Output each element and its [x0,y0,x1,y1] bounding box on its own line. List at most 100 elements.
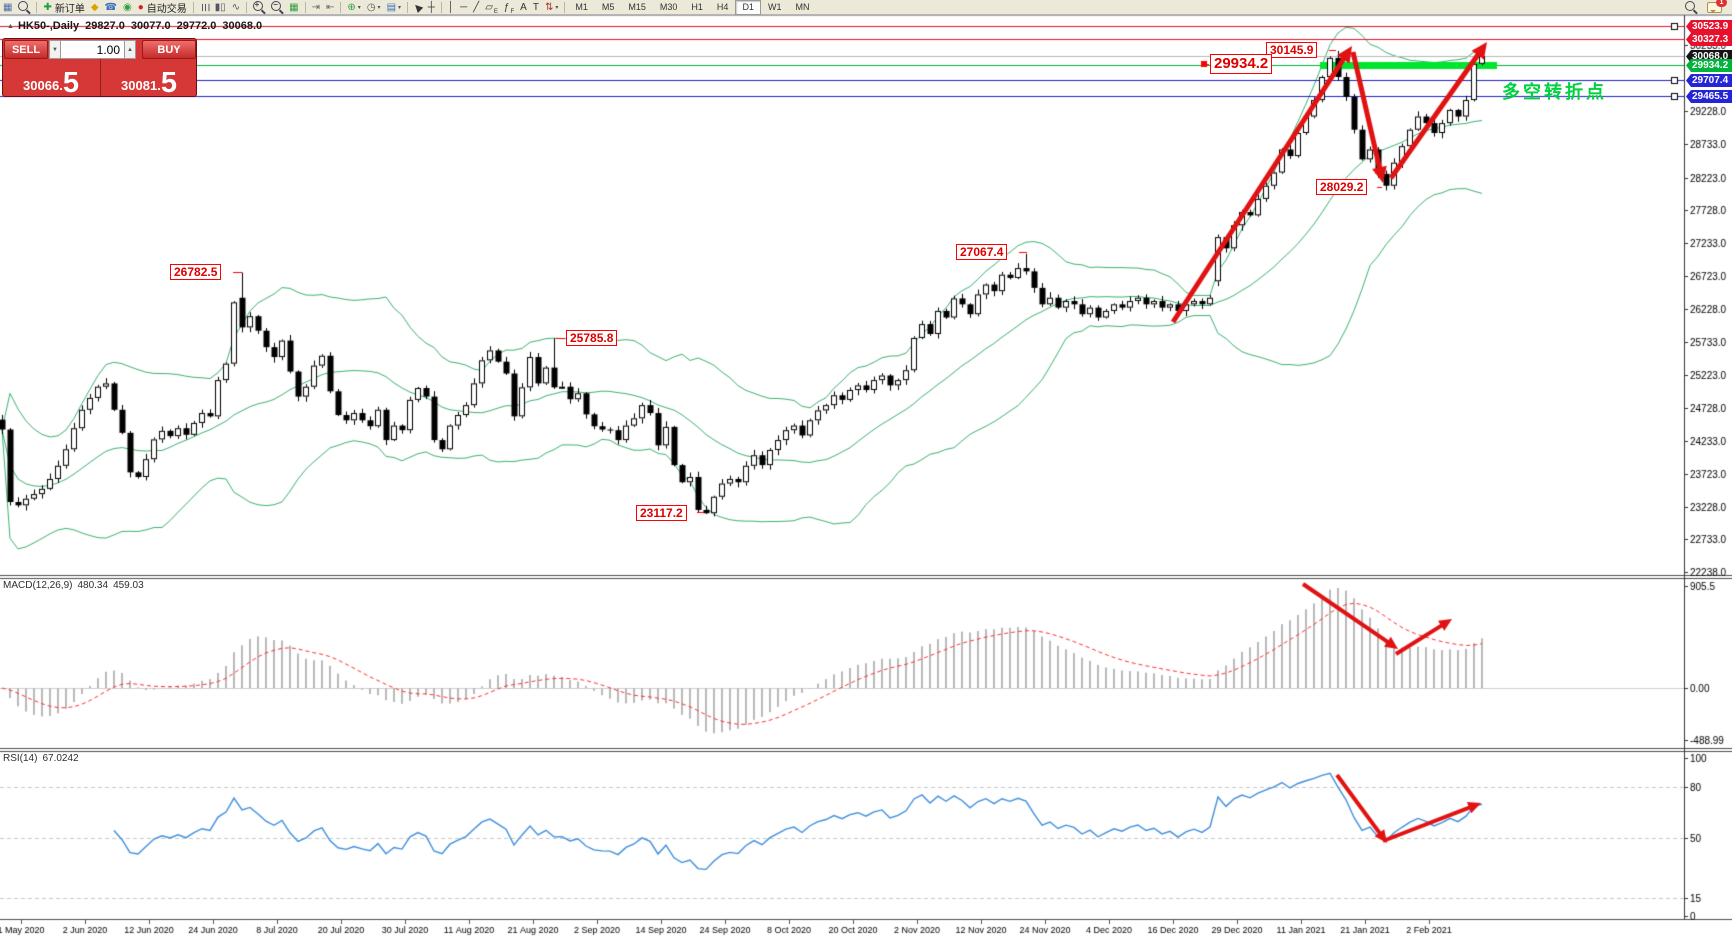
arrows-tool-icon: ⇅ [544,1,554,13]
new-chart-icon[interactable]: ▦ [0,0,15,15]
templates-icon[interactable]: ▤ ▾ [384,0,404,15]
one-click-trading-panel[interactable]: SELL ▼ ▲ BUY 30066.5 30081.5 [2,38,197,98]
terminal-icon[interactable]: ☎ [102,0,120,15]
chart-shift-icon: ⇤ [326,1,335,13]
chevron-down-icon: ▾ [377,4,381,11]
macd-signal-value: 459.03 [113,580,144,591]
arrows-tool-icon[interactable]: ⇅ ▾ [542,0,561,15]
timeframe-m15[interactable]: M15 [628,1,646,12]
channel-icon: ▱ [485,1,493,13]
buy-price: 30081. 5 [100,59,197,98]
timeframe-w1[interactable]: W1 [767,1,782,12]
candlestick-type-icon[interactable]: ▮▯ [212,0,229,15]
axis-price-badge: 29934.2 [1686,59,1732,72]
rsi-pane-label: RSI(14) 67.0242 [3,753,84,764]
crosshair-icon: ┼ [427,1,435,13]
axis-price-badge: 30327.3 [1686,33,1732,46]
line-chart-type-icon[interactable]: ∿ [229,0,243,15]
price-flag[interactable]: 25785.8 [566,330,618,346]
rsi-title: RSI(14) [3,753,38,764]
chart-title: ▲ HK50-,Daily 29827.0 30077.0 29772.0 30068.0 [7,20,268,32]
tile-windows-icon[interactable]: ▦ [286,0,301,15]
macd-title: MACD(12,26,9) [3,580,73,591]
zoom-out-icon [271,0,282,11]
volume-input[interactable] [61,40,124,59]
timeframe-h1[interactable]: H1 [691,1,703,12]
tile-windows-icon: ▦ [289,1,299,13]
price-flag[interactable]: 29934.2 [1210,54,1273,74]
macd-value: 480.34 [77,580,109,591]
rsi-value: 67.0242 [42,753,79,764]
toolbar-separator [36,1,38,13]
toolbar-separator [304,1,306,13]
turning-point-annotation[interactable]: 多空转折点 [1502,82,1607,102]
axis-price-badge: 29707.4 [1686,74,1732,87]
timeframe-h4[interactable]: H4 [716,1,729,12]
cursor-icon[interactable]: ▶ [411,0,425,15]
ohlc-open: 29827.0 [85,20,125,32]
volume-increase-button[interactable]: ▲ [124,40,136,59]
symbol-period-label: HK50-,Daily [17,20,80,32]
indicators-icon[interactable]: ⊕ ▾ [344,0,363,15]
trendline-icon[interactable]: ╱ [470,0,482,15]
auto-trading-button-label: 自动交易 [146,3,187,15]
auto-trading-button[interactable]: ● 自动交易 [135,0,190,15]
buy-button[interactable]: BUY [142,40,196,59]
bar-chart-type-icon[interactable]: ☰ [197,0,212,15]
volume-decrease-button[interactable]: ▼ [49,40,61,59]
chat-icon[interactable]: 1 [1707,0,1727,13]
toolbar-separator [440,1,442,13]
price-flag[interactable]: 28029.2 [1316,179,1368,195]
timeframe-m30[interactable]: M30 [659,1,678,12]
chevron-down-icon: ▾ [398,4,402,11]
search-icon[interactable] [1685,1,1695,11]
new-chart-icon: ▦ [3,1,13,13]
toolbar-separator [564,1,566,13]
cursor-icon: ▶ [411,0,425,14]
periods-icon: ◷ [366,1,376,13]
periods-icon[interactable]: ◷ ▾ [364,0,384,15]
vertical-line-icon[interactable]: │ [445,0,457,15]
chevron-down-icon: ▾ [555,4,559,11]
expert-advisor-icon[interactable]: ◆ [88,0,102,15]
ohlc-low: 29772.0 [176,20,217,32]
horizontal-line-icon[interactable]: ─ [457,0,470,15]
price-flag[interactable]: 30145.9 [1266,42,1318,58]
main-toolbar: ▦✚新订单◆☎◉●自动交易☰▮▯∿▦⇥⇤⊕▾◷▾▤▾▶┼│─╱▱EƒFAT⇅▾M… [0,0,1732,15]
sell-price-main: 30066. [23,78,63,93]
expert-advisor-icon: ◆ [90,1,99,13]
toolbar-separator [246,1,248,13]
auto-scroll-icon[interactable]: ⇥ [309,0,323,15]
zoom-in-icon [253,0,264,11]
toolbar-right-group: 1 [1685,0,1727,13]
fibonacci-icon: ƒ [503,1,510,13]
channel-icon[interactable]: ▱ E [482,0,501,15]
zoom-in-icon[interactable] [250,0,268,15]
auto-trading-button: ● [137,1,144,13]
macd-pane-label: MACD(12,26,9) 480.34 459.03 [3,580,149,591]
ohlc-close: 30068.0 [222,20,263,32]
zoom-out-icon[interactable] [268,0,286,15]
price-flag[interactable]: 26782.5 [170,264,222,280]
timeframe-d1[interactable]: D1 [735,0,761,15]
text-icon: A [520,1,527,13]
signals-icon: ◉ [123,1,132,13]
new-order-button[interactable]: ✚ 新订单 [40,0,87,15]
signals-icon[interactable]: ◉ [120,0,135,15]
chart-search-icon[interactable] [15,0,33,15]
timeframe-m5[interactable]: M5 [601,1,615,12]
label-icon[interactable]: T [530,0,542,15]
chart-shift-icon[interactable]: ⇤ [323,0,337,15]
price-flag[interactable]: 27067.4 [956,244,1008,260]
timeframe-mn[interactable]: MN [795,1,810,12]
text-icon[interactable]: A [517,0,530,15]
sell-button[interactable]: SELL [4,40,48,59]
symbol-marker-icon: ▲ [7,23,14,30]
crosshair-icon[interactable]: ┼ [425,0,438,15]
sell-price: 30066. 5 [3,59,99,98]
price-flag[interactable]: 23117.2 [636,505,687,521]
timeframe-m1[interactable]: M1 [575,1,588,12]
axis-price-badge: 30523.9 [1686,20,1732,33]
